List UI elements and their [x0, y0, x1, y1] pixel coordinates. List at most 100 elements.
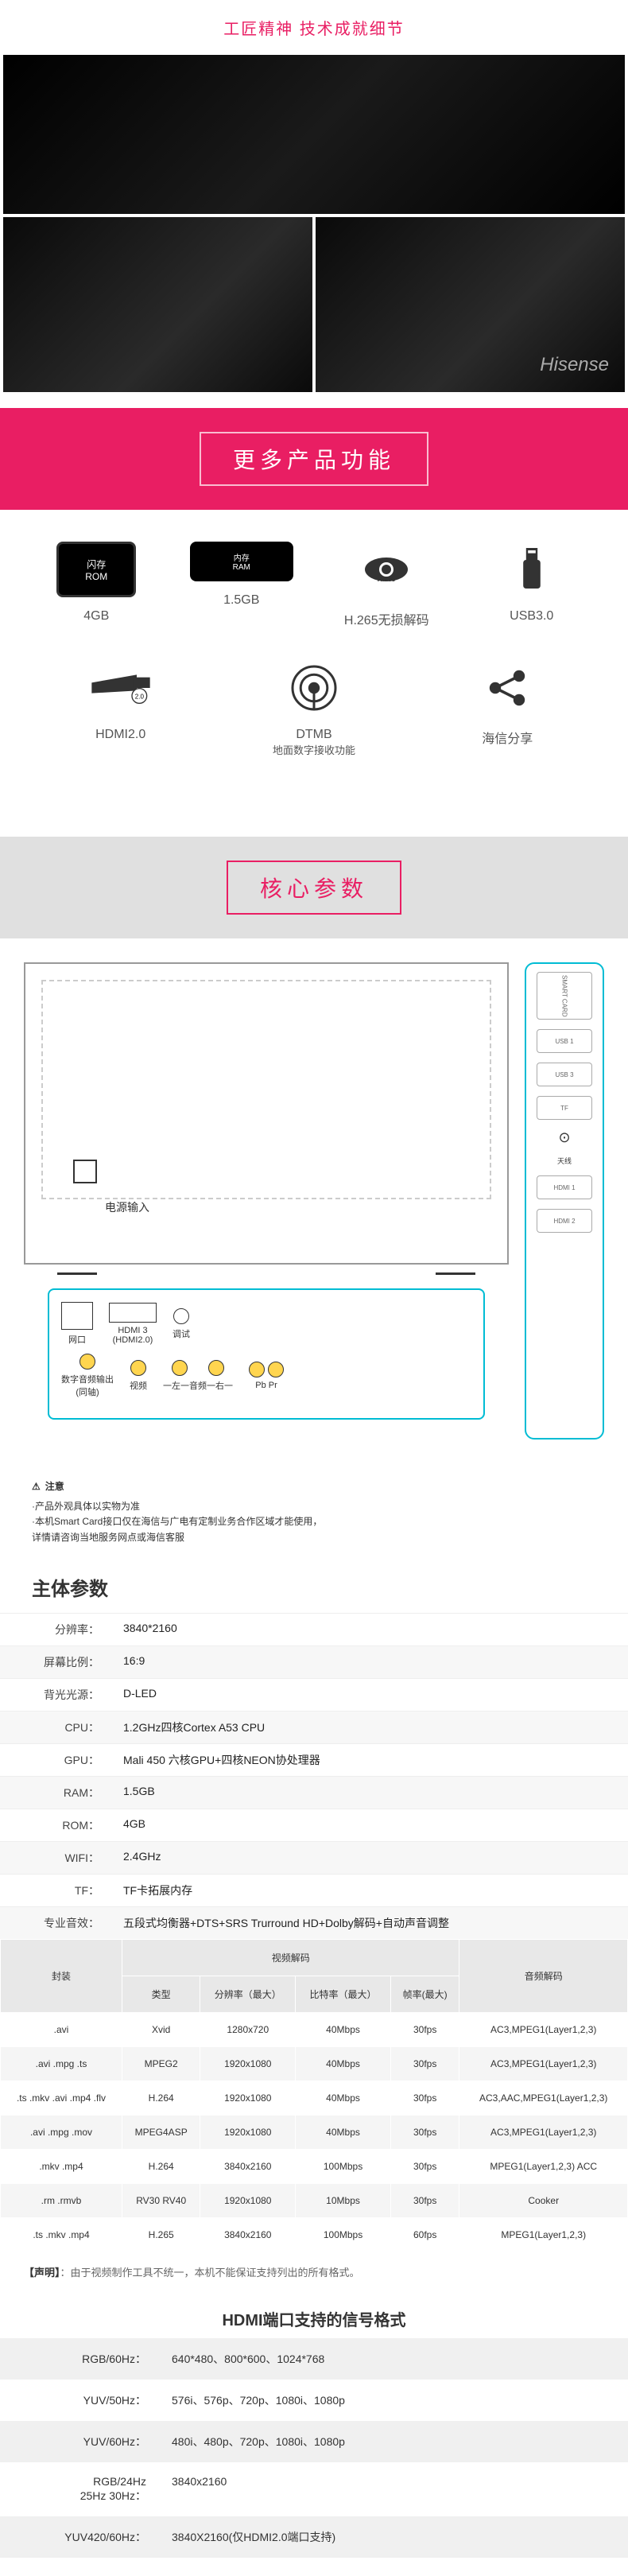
codec-cell: 30fps [390, 2081, 459, 2115]
codec-cell: 1920x1080 [200, 2081, 296, 2115]
spec-value: D-LED [111, 1679, 628, 1711]
codec-cell: AC3,MPEG1(Layer1,2,3) [459, 2115, 628, 2149]
hdmi-title: HDMI端口支持的信号格式 [0, 2291, 628, 2338]
power-label: 电源输入 [105, 1199, 149, 1215]
spec-value: 4GB [111, 1809, 628, 1841]
spec-label: GPU： [0, 1744, 111, 1776]
feature-label: H.265无损解码 [323, 609, 450, 628]
codec-cell: 3840x2160 [200, 2217, 296, 2252]
codec-cell: 10Mbps [296, 2183, 391, 2217]
codec-row: .aviXvid1280x72040Mbps30fpsAC3,MPEG1(Lay… [1, 2012, 628, 2046]
hdmi-row: YUV/50Hz：576i、576p、720p、1080i、1080p [0, 2380, 628, 2421]
codec-cell: .avi .mpg .ts [1, 2046, 122, 2081]
hdmi-table: RGB/60Hz：640*480、800*600、1024*768YUV/50H… [0, 2338, 628, 2558]
spec-value: Mali 450 六核GPU+四核NEON协处理器 [111, 1744, 628, 1776]
port-usb2: USB 3 [537, 1063, 592, 1086]
codec-row: .avi .mpg .movMPEG4ASP1920x108040Mbps30f… [1, 2115, 628, 2149]
feature-label: 1.5GB [178, 593, 305, 608]
codec-cell: 30fps [390, 2012, 459, 2046]
side-ports: SMART CARD USB 1 USB 3 TF ⊙ 天线 HDMI 1 HD… [525, 962, 604, 1440]
spec-label: RAM： [0, 1777, 111, 1809]
spec-row: RAM：1.5GB [0, 1776, 628, 1809]
hdmi-label: RGB/60Hz： [0, 2338, 159, 2380]
antenna-icon [282, 660, 346, 716]
warning-icon: ⚠ [32, 1479, 41, 1494]
codec-cell: 40Mbps [296, 2115, 391, 2149]
disclaimer-tag: 【声明】 [24, 2267, 60, 2279]
codec-cell: 40Mbps [296, 2012, 391, 2046]
spec-value: TF卡拓展内存 [111, 1875, 628, 1906]
spec-label: WIFI： [0, 1842, 111, 1874]
feature-label: HDMI2.0 [57, 728, 184, 742]
feature-label: USB3.0 [468, 609, 595, 624]
th-audio: 音频解码 [459, 1939, 628, 2012]
features-grid: 闪存 ROM4GB内存 RAM1.5GBH.265H.265无损解码USB3.0… [0, 510, 628, 821]
codec-cell: RV30 RV40 [122, 2183, 200, 2217]
codec-cell: 30fps [390, 2149, 459, 2183]
hdmi-value: 576i、576p、720p、1080i、1080p [159, 2380, 628, 2421]
feature-label: 4GB [33, 609, 160, 624]
photo-bezel: Hisense [316, 217, 625, 392]
photo-stand [3, 217, 312, 392]
notice-line: 详情请咨询当地服务网点或海信客服 [32, 1530, 596, 1545]
hdmi-icon: 2.0 [89, 660, 153, 716]
spec-value: 3840*2160 [111, 1614, 628, 1645]
feature-item: 海信分享 [444, 660, 571, 757]
spec-label: ROM： [0, 1809, 111, 1841]
codec-cell: .rm .rmvb [1, 2183, 122, 2217]
codec-cell: 1920x1080 [200, 2046, 296, 2081]
codec-cell: 30fps [390, 2115, 459, 2149]
feature-label: DTMB [250, 728, 378, 742]
codec-cell: H.264 [122, 2081, 200, 2115]
spec-table: 分辨率：3840*2160屏幕比例：16:9背光光源：D-LEDCPU：1.2G… [0, 1613, 628, 1939]
photo-top [3, 55, 625, 214]
hdmi-row: YUV/60Hz：480i、480p、720p、1080i、1080p [0, 2421, 628, 2462]
port-diagram: 电源输入 网口 HDMI 3 (HDMI2.0) 调试 数字音频输出 (同轴) … [0, 938, 628, 1463]
svg-text:2.0: 2.0 [134, 693, 144, 700]
disclaimer: 【声明】：由于视频制作工具不统一，本机不能保证支持列出的所有格式。 [0, 2252, 628, 2291]
spec-row: 背光光源：D-LED [0, 1678, 628, 1711]
brand-logo: Hisense [540, 354, 609, 376]
codec-cell: .ts .mkv .mp4 [1, 2217, 122, 2252]
codec-cell: 30fps [390, 2183, 459, 2217]
spec-row: GPU：Mali 450 六核GPU+四核NEON协处理器 [0, 1743, 628, 1776]
disclaimer-text: ：由于视频制作工具不统一，本机不能保证支持列出的所有格式。 [60, 2267, 360, 2279]
spec-label: 分辨率： [0, 1614, 111, 1645]
codec-row: .mkv .mp4H.2643840x2160100Mbps30fpsMPEG1… [1, 2149, 628, 2183]
codec-row: .ts .mkv .avi .mp4 .flvH.2641920x108040M… [1, 2081, 628, 2115]
codec-row: .ts .mkv .mp4H.2653840x2160100Mbps60fpsM… [1, 2217, 628, 2252]
th-container: 封装 [1, 1939, 122, 2012]
bottom-ports: 网口 HDMI 3 (HDMI2.0) 调试 数字音频输出 (同轴) 视频 一左… [48, 1288, 485, 1420]
spec-row: WIFI：2.4GHz [0, 1841, 628, 1874]
port-usb1: USB 1 [537, 1029, 592, 1053]
spec-value: 1.5GB [111, 1777, 628, 1809]
usb-icon [500, 542, 564, 597]
features-row-2: 2.0HDMI2.0DTMB地面数字接收功能海信分享 [24, 660, 604, 757]
notice-title: 注意 [45, 1479, 64, 1494]
spec-label: 专业音效： [0, 1907, 111, 1939]
th-res: 分辨率（最大） [200, 1976, 296, 2012]
codec-row: .avi .mpg .tsMPEG21920x108040Mbps30fpsAC… [1, 2046, 628, 2081]
codec-cell: 30fps [390, 2046, 459, 2081]
codec-cell: AC3,MPEG1(Layer1,2,3) [459, 2012, 628, 2046]
spec-value: 2.4GHz [111, 1842, 628, 1874]
features-row-1: 闪存 ROM4GB内存 RAM1.5GBH.265H.265无损解码USB3.0 [24, 542, 604, 628]
codec-cell: H.265 [122, 2217, 200, 2252]
spec-row: 屏幕比例：16:9 [0, 1645, 628, 1678]
hdmi-value: 3840x2160 [159, 2462, 628, 2516]
port-smartcard: SMART CARD [537, 972, 592, 1020]
codec-row: .rm .rmvbRV30 RV401920x108010Mbps30fpsCo… [1, 2183, 628, 2217]
spec-main-title: 主体参数 [0, 1561, 628, 1613]
codec-cell: 100Mbps [296, 2149, 391, 2183]
codec-cell: 60fps [390, 2217, 459, 2252]
specs-header-text: 核心参数 [227, 861, 401, 915]
th-fps: 帧率(最大) [390, 1976, 459, 2012]
spec-row: 分辨率：3840*2160 [0, 1613, 628, 1645]
spec-label: 背光光源： [0, 1679, 111, 1711]
hdmi-row: RGB/60Hz：640*480、800*600、1024*768 [0, 2338, 628, 2380]
hdmi-label: RGB/24Hz 25Hz 30Hz： [0, 2462, 159, 2516]
codec-table: 封装 视频解码 音频解码 类型 分辨率（最大） 比特率（最大） 帧率(最大) .… [0, 1939, 628, 2252]
spec-label: CPU： [0, 1712, 111, 1743]
tv-back-diagram: 电源输入 [24, 962, 509, 1265]
codec-cell: Xvid [122, 2012, 200, 2046]
